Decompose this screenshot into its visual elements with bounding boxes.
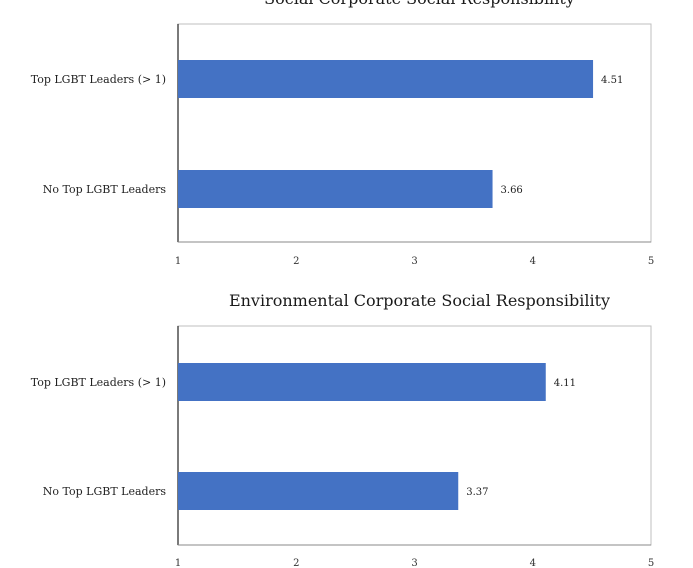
category-label: Top LGBT Leaders (> 1) (31, 73, 166, 86)
plot-area-border (177, 23, 652, 243)
x-tick-label: 2 (293, 256, 299, 267)
x-tick-label: 5 (648, 256, 654, 267)
bar (178, 170, 493, 208)
bar (178, 472, 459, 510)
plot-area-border (177, 325, 652, 546)
chart-title: Environmental Corporate Social Responsib… (229, 291, 610, 310)
data-label: 3.37 (466, 487, 488, 498)
data-label: 3.66 (501, 185, 523, 196)
x-tick-label: 3 (411, 558, 417, 568)
data-label: 4.51 (601, 75, 623, 86)
x-tick-label: 3 (411, 256, 417, 267)
category-label: Top LGBT Leaders (> 1) (31, 376, 166, 389)
bar (178, 60, 594, 98)
category-label: No Top LGBT Leaders (43, 485, 167, 498)
chart-title: Social Corporate Social Responsibility (264, 0, 575, 8)
data-label: 4.11 (554, 378, 576, 389)
x-tick-label: 1 (175, 558, 181, 568)
bar (178, 363, 546, 401)
x-tick-label: 2 (293, 558, 299, 568)
category-label: No Top LGBT Leaders (43, 183, 167, 196)
x-tick-label: 5 (648, 558, 654, 568)
x-tick-label: 4 (530, 558, 536, 568)
x-tick-label: 4 (530, 256, 536, 267)
x-tick-label: 1 (175, 256, 181, 267)
